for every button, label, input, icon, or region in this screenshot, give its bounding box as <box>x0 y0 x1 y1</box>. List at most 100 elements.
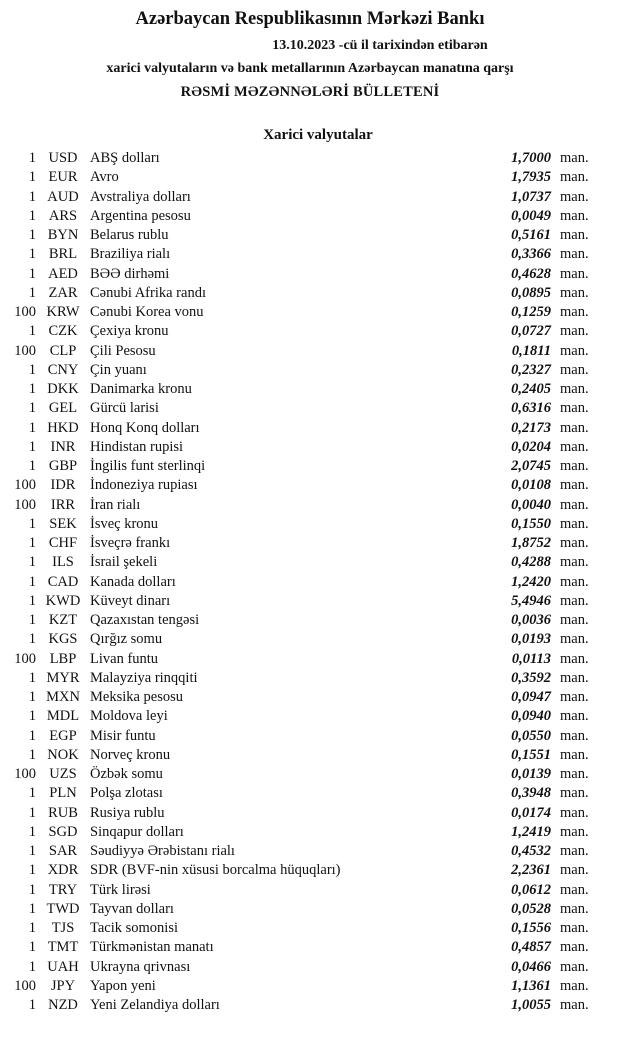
currency-name: BƏƏ dirhəmi <box>90 265 170 282</box>
rate-row: 1 TMT Türkmənistan manatı 0,4857 man. <box>0 938 620 957</box>
rate-count: 1 <box>28 804 36 821</box>
rate-unit: man. <box>560 227 589 243</box>
currency-name: Avro <box>90 169 119 186</box>
rate-unit: man. <box>560 265 589 282</box>
rate-value: 0,1811 <box>511 342 551 359</box>
rate-value: 0,0550 <box>511 727 551 744</box>
rate-count: 1 <box>28 843 36 859</box>
rate-value: 1,2420 <box>511 573 551 590</box>
rate-unit: man. <box>560 342 589 359</box>
rate-unit: man. <box>560 246 589 263</box>
rate-value: 1,1361 <box>511 977 551 994</box>
currency-name: SDR (BVF-nin xüsusi borcalma hüquqları) <box>90 862 341 879</box>
rate-unit: man. <box>560 785 589 802</box>
currency-code: CLP <box>49 342 77 359</box>
rate-count: 1 <box>28 612 36 628</box>
currency-name: Cənubi Korea vonu <box>90 304 204 320</box>
rate-count: 1 <box>28 284 36 301</box>
rate-row: 1 MXN Meksika pesosu 0,0947 man. <box>0 688 620 707</box>
currency-name: Moldova leyi <box>90 708 168 725</box>
rate-row: 1 TRY Türk lirəsi 0,0612 man. <box>0 881 620 900</box>
currency-code: JPY <box>50 977 76 994</box>
rate-value: 0,0108 <box>511 477 551 494</box>
rate-unit: man. <box>560 496 589 513</box>
currency-name: Səudiyyə Ərəbistanı rialı <box>90 843 235 859</box>
currency-name: Sinqapur dolları <box>90 823 184 840</box>
rate-row: 100 UZS Özbək somu 0,0139 man. <box>0 765 620 784</box>
rate-count: 1 <box>28 554 36 571</box>
rate-row: 1 SGD Sinqapur dolları 1,2419 man. <box>0 823 620 842</box>
rate-unit: man. <box>560 361 589 378</box>
currency-name: Livan funtu <box>90 650 159 667</box>
rate-value: 1,8752 <box>511 535 551 551</box>
rate-row: 1 ARS Argentina pesosu 0,0049 man. <box>0 207 620 226</box>
section-title: Xarici valyutalar <box>263 127 373 143</box>
rate-value: 0,1259 <box>511 304 551 320</box>
currency-name: İran rialı <box>90 496 141 513</box>
currency-name: Misir funtu <box>90 727 156 744</box>
rate-count: 100 <box>14 496 36 513</box>
rate-row: 1 ILS İsrail şekeli 0,4288 man. <box>0 553 620 572</box>
rate-row: 1 EUR Avro 1,7935 man. <box>0 168 620 187</box>
rate-row: 1 NZD Yeni Zelandiya dolları 1,0055 man. <box>0 996 620 1015</box>
rate-count: 1 <box>28 265 36 282</box>
rate-unit: man. <box>560 689 589 705</box>
rate-row: 100 JPY Yapon yeni 1,1361 man. <box>0 977 620 996</box>
rate-value: 0,0528 <box>511 900 551 917</box>
rate-unit: man. <box>560 804 589 821</box>
currency-name: Norveç kronu <box>90 746 171 763</box>
rate-count: 100 <box>14 977 36 994</box>
rate-row: 1 KGS Qırğız somu 0,0193 man. <box>0 630 620 649</box>
currency-name: Cənubi Afrika randı <box>90 284 206 301</box>
rate-unit: man. <box>560 554 589 571</box>
rate-unit: man. <box>560 458 589 474</box>
rate-row: 1 SAR Səudiyyə Ərəbistanı rialı 0,4532 man. <box>0 842 620 861</box>
currency-code: CAD <box>47 573 79 590</box>
rate-value: 1,0737 <box>511 188 551 205</box>
currency-code: UAH <box>47 958 79 975</box>
bulletin-title: RƏSMİ MƏZƏNNƏLƏRİ BÜLLETENİ <box>180 84 440 100</box>
currency-code: TMT <box>47 939 79 956</box>
rate-unit: man. <box>560 419 589 436</box>
rate-value: 0,1556 <box>511 920 551 936</box>
currency-name: Qazaxıstan tengəsi <box>90 612 200 628</box>
currency-name: Ukrayna qrivnası <box>90 958 191 975</box>
rate-unit: man. <box>560 631 589 648</box>
currency-code: LBP <box>49 650 77 667</box>
rate-value: 2,2361 <box>511 862 551 879</box>
rate-count: 1 <box>28 207 36 224</box>
rate-unit: man. <box>560 400 589 417</box>
rate-row: 1 GBP İngilis funt sterlinqi 2,0745 man. <box>0 457 620 476</box>
rate-count: 1 <box>28 862 36 879</box>
currency-name: İndoneziya rupiası <box>90 477 198 494</box>
rate-value: 0,2405 <box>511 381 551 397</box>
rate-value: 0,1550 <box>511 515 551 532</box>
currency-code: CHF <box>48 535 78 551</box>
rate-count: 1 <box>28 785 36 802</box>
rate-value: 0,4288 <box>511 554 551 571</box>
currency-name: İsveç kronu <box>90 515 159 532</box>
rate-value: 0,6316 <box>511 400 551 417</box>
rate-count: 1 <box>28 881 36 898</box>
rate-value: 0,0113 <box>511 650 551 667</box>
rate-count: 1 <box>28 169 36 186</box>
rate-unit: man. <box>560 746 589 763</box>
rate-row: 100 IRR İran rialı 0,0040 man. <box>0 496 620 515</box>
rate-count: 1 <box>28 419 36 436</box>
currency-name: Çexiya kronu <box>90 323 169 340</box>
rate-count: 1 <box>28 381 36 397</box>
rate-count: 1 <box>28 823 36 840</box>
rate-count: 1 <box>28 361 36 378</box>
rate-row: 1 UAH Ukrayna qrivnası 0,0466 man. <box>0 958 620 977</box>
currency-code: SEK <box>49 515 77 532</box>
rate-unit: man. <box>560 535 589 551</box>
rate-count: 100 <box>14 477 36 494</box>
currency-code: TJS <box>51 920 75 936</box>
rate-value: 0,0612 <box>511 881 551 898</box>
currency-name: Tayvan dolları <box>90 900 174 917</box>
rate-unit: man. <box>560 708 589 725</box>
currency-name: Qırğız somu <box>90 631 163 648</box>
currency-name: Hindistan rupisi <box>90 438 184 455</box>
rate-value: 0,0727 <box>511 323 551 340</box>
rate-value: 0,2327 <box>511 361 551 378</box>
